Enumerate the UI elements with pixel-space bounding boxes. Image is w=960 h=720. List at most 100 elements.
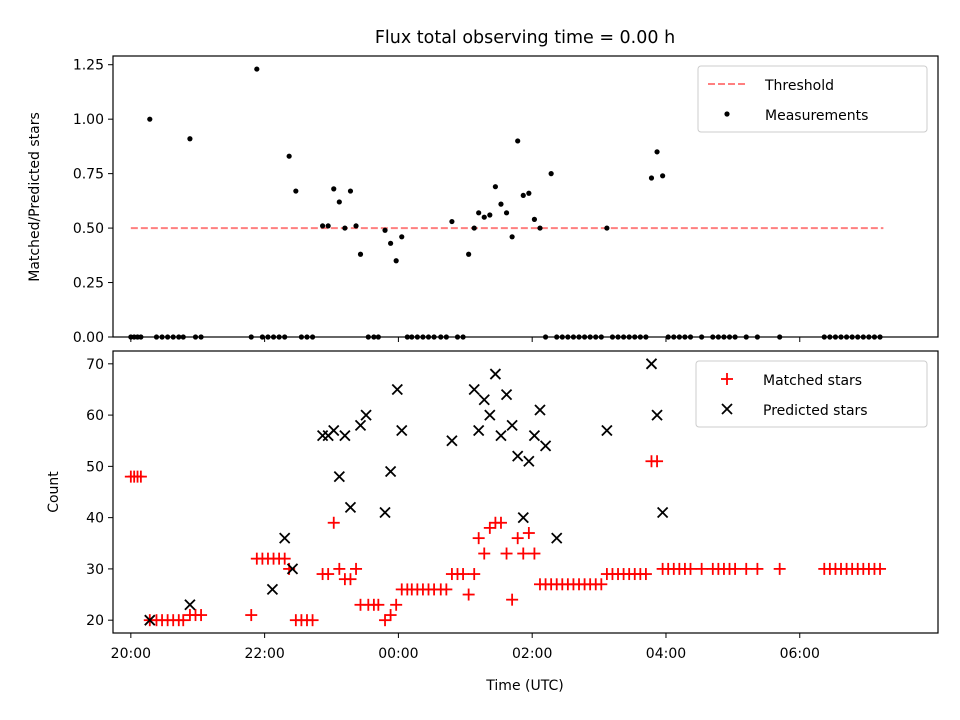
measurement-point <box>476 210 482 216</box>
matched-star-point <box>384 609 397 622</box>
x-tick-label: 04:00 <box>646 646 686 662</box>
matched-star-point <box>695 562 708 575</box>
predicted-star-point <box>517 511 529 524</box>
measurement-point <box>353 223 359 229</box>
y-tick-label: 20 <box>86 613 104 629</box>
predicted-star-stroke-b <box>339 429 351 442</box>
measurement-point <box>654 149 660 155</box>
y-tick-label: 40 <box>86 511 104 527</box>
predicted-star-point <box>286 563 299 575</box>
top-y-axis-label: Matched/Predicted stars <box>27 112 43 282</box>
top-panel: 0.00 0.25 0.50 0.75 1.00 1.25 Matched/Predict… <box>27 55 939 346</box>
predicted-star-stroke-b <box>391 383 403 396</box>
predicted-star-stroke-b <box>184 599 196 611</box>
predicted-star-stroke-b <box>551 532 563 544</box>
matched-star-point <box>350 562 363 575</box>
matched-star-point <box>773 562 786 575</box>
matched-star-point <box>483 521 496 534</box>
predicted-star-stroke-b <box>279 532 291 544</box>
predicted-star-stroke-b <box>360 409 372 421</box>
predicted-star-point <box>528 429 541 442</box>
legend-matched-label: Matched stars <box>763 373 862 389</box>
matched-star-point <box>344 573 357 586</box>
bottom-plot-frame <box>112 350 939 634</box>
predicted-star-stroke-b <box>344 501 357 514</box>
y-tick-label: 30 <box>86 562 104 578</box>
top-legend-box <box>697 65 928 133</box>
predicted-star-point <box>551 532 563 544</box>
measurement-point <box>648 175 655 181</box>
measurement-point <box>347 188 354 194</box>
predicted-star-stroke-b <box>601 424 613 437</box>
matched-star-point <box>472 532 485 545</box>
matched-star-point <box>522 527 535 540</box>
predicted-star-point <box>184 599 196 611</box>
predicted-star-stroke-b <box>333 470 345 483</box>
predicted-star-point <box>279 532 291 544</box>
predicted-star-stroke-b <box>379 506 391 519</box>
predicted-star-stroke-b <box>446 435 458 447</box>
bottom-y-ticks: 20 30 40 50 60 70 <box>86 357 113 629</box>
predicted-star-stroke-b <box>484 409 496 421</box>
measurement-point <box>471 225 477 231</box>
matched-star-point <box>595 578 608 591</box>
measurement-point <box>357 251 364 257</box>
measurement-point <box>520 192 526 199</box>
predicted-star-stroke-b <box>354 419 367 431</box>
matched-star-point <box>327 516 340 529</box>
legend-threshold-label: Threshold <box>764 78 834 94</box>
measurement-point <box>293 188 299 194</box>
predicted-star-stroke-b <box>506 419 518 431</box>
predicted-star-stroke-b <box>328 424 340 437</box>
predicted-star-point <box>354 419 367 431</box>
measurement-point <box>492 184 498 190</box>
predicted-star-stroke-b <box>500 388 513 401</box>
measurement-point <box>382 227 388 233</box>
bottom-x-axis-label: Time (UTC) <box>485 678 563 694</box>
legend-predicted-label: Predicted stars <box>763 403 868 419</box>
predicted-star-point <box>379 506 391 519</box>
legend-measurements-label: Measurements <box>765 108 868 124</box>
predicted-star-point <box>651 409 663 421</box>
chart-title: Flux total observing time = 0.00 h <box>375 28 675 48</box>
measurement-point <box>393 258 399 264</box>
predicted-star-stroke-b <box>651 409 663 421</box>
matched-star-point <box>511 532 524 545</box>
matched-star-point <box>874 562 887 575</box>
measurement-point <box>515 138 521 144</box>
bottom-legend-box <box>695 360 928 428</box>
measurement-point <box>526 190 532 196</box>
matched-star-point <box>177 614 190 627</box>
y-tick-label: 1.00 <box>73 112 104 128</box>
matched-star-point <box>306 614 319 627</box>
y-tick-label: 0.00 <box>73 330 104 346</box>
legend-predicted-swatch <box>721 403 733 415</box>
predicted-star-point <box>484 409 496 421</box>
top-x-tick-marks <box>130 337 801 342</box>
matched-star-point <box>751 562 764 575</box>
matched-star-point <box>639 568 652 581</box>
predicted-star-stroke-b <box>384 465 397 478</box>
bottom-marks <box>124 358 887 627</box>
x-tick-label: 22:00 <box>244 646 284 662</box>
predicted-star-point <box>266 583 279 596</box>
predicted-star-point <box>506 419 518 431</box>
matched-star-point <box>372 598 385 611</box>
predicted-star-stroke-b <box>656 506 669 519</box>
y-tick-label: 1.25 <box>73 58 104 74</box>
matched-star-point <box>517 547 530 560</box>
y-tick-label: 50 <box>86 459 104 475</box>
predicted-star-point <box>316 429 329 442</box>
measurement-point <box>466 251 472 257</box>
bottom-panel: 20 30 40 50 60 70 20:00 22:00 00:00 02:00 04:00 06… <box>46 350 939 694</box>
predicted-star-point <box>523 455 535 467</box>
top-legend: Threshold Measurements <box>697 65 928 133</box>
measurement-point <box>537 225 543 231</box>
matched-star-point <box>494 516 507 529</box>
bottom-x-ticks: 20:00 22:00 00:00 02:00 04:00 06:00 <box>111 633 820 662</box>
bottom-legend: Matched stars Predicted stars <box>695 360 928 428</box>
matched-star-point <box>278 552 291 565</box>
matched-star-point <box>134 470 147 483</box>
matched-star-point <box>457 568 470 581</box>
